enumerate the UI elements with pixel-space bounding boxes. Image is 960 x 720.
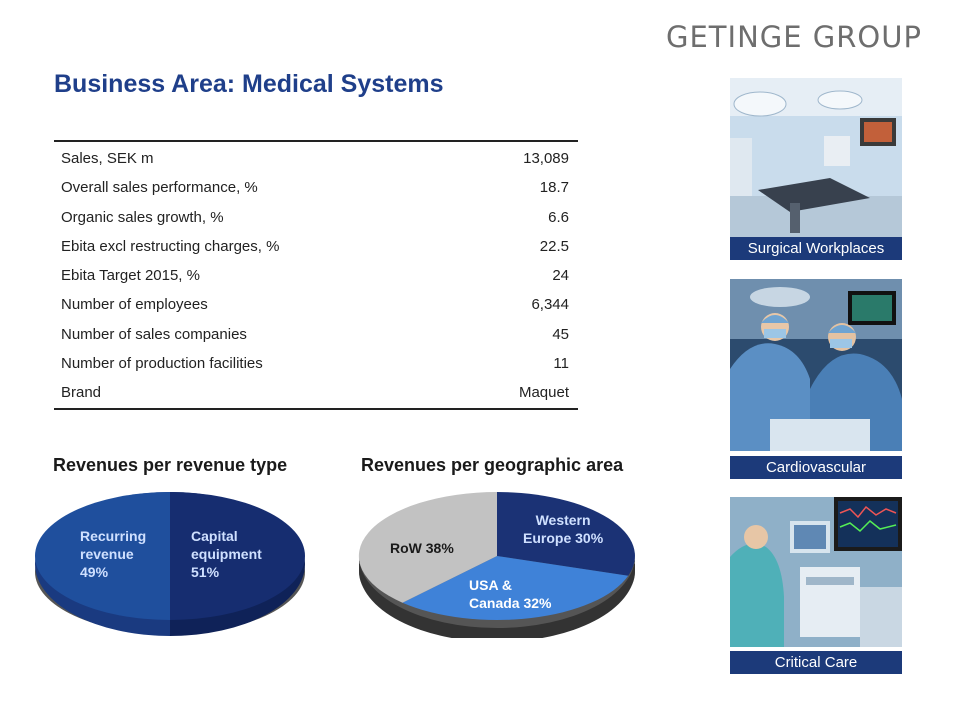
row-label: Ebita excl restructing charges, % bbox=[61, 237, 280, 255]
row-value: 11 bbox=[553, 355, 569, 373]
slice-label-western-europe: Western Europe 30% bbox=[523, 512, 604, 546]
company-logo: GETINGE GROUP bbox=[666, 20, 922, 54]
caption-cardiovascular: Cardiovascular bbox=[730, 456, 902, 479]
slice-western-europe bbox=[497, 492, 635, 576]
row-value: 18.7 bbox=[539, 179, 569, 197]
row-value: 6,344 bbox=[531, 296, 569, 314]
table-row: Sales, SEK m 13,089 bbox=[54, 144, 578, 173]
caption-critical-care: Critical Care bbox=[730, 651, 902, 674]
row-label: Sales, SEK m bbox=[61, 150, 154, 167]
table-row: Number of sales companies 45 bbox=[54, 320, 578, 349]
revenue-type-pie bbox=[35, 492, 305, 636]
icu-photo bbox=[730, 497, 902, 647]
row-value: 45 bbox=[552, 325, 569, 343]
row-value: 13,089 bbox=[523, 150, 569, 167]
table-row: Brand Maquet bbox=[54, 378, 578, 407]
row-value: 24 bbox=[552, 267, 569, 285]
operating-room-photo bbox=[730, 78, 902, 238]
page-title: Business Area: Medical Systems bbox=[54, 70, 444, 98]
row-label: Number of production facilities bbox=[61, 355, 263, 373]
slice-label-usa-canada: USA & Canada 32% bbox=[469, 577, 552, 611]
revenue-geo-heading: Revenues per geographic area bbox=[361, 455, 624, 475]
slice-capital bbox=[170, 492, 305, 620]
slice-recurring bbox=[35, 492, 170, 620]
table-row: Organic sales growth, % 6.6 bbox=[54, 203, 578, 232]
key-figures-table: Sales, SEK m 13,089 Overall sales perform… bbox=[54, 140, 578, 410]
row-label: Ebita Target 2015, % bbox=[61, 267, 200, 285]
row-label: Organic sales growth, % bbox=[61, 208, 224, 226]
row-value: 22.5 bbox=[539, 237, 569, 255]
slice-label-row: RoW 38% bbox=[390, 540, 454, 556]
slice-label-recurring: Recurring revenue 49% bbox=[80, 528, 147, 580]
table-row: Ebita excl restructing charges, % 22.5 bbox=[54, 232, 578, 261]
table-row: Number of production facilities 11 bbox=[54, 349, 578, 378]
slice-label-capital: Capital equipment 51% bbox=[191, 528, 262, 580]
table-row: Overall sales performance, % 18.7 bbox=[54, 173, 578, 202]
slice-usa-canada bbox=[402, 556, 629, 621]
surgeons-photo bbox=[730, 279, 902, 451]
row-label: Overall sales performance, % bbox=[61, 179, 258, 197]
row-label: Brand bbox=[61, 384, 102, 402]
row-value: Maquet bbox=[518, 384, 569, 402]
table-row: Ebita Target 2015, % 24 bbox=[54, 261, 578, 290]
row-label: Number of sales companies bbox=[61, 325, 247, 343]
revenue-type-heading: Revenues per revenue type bbox=[53, 455, 288, 475]
row-label: Number of employees bbox=[61, 296, 208, 314]
table-row: Number of employees 6,344 bbox=[54, 290, 578, 319]
slice-row bbox=[358, 491, 497, 603]
revenue-geo-pie bbox=[358, 491, 635, 638]
row-value: 6.6 bbox=[548, 208, 569, 226]
caption-surgical-workplaces: Surgical Workplaces bbox=[730, 237, 902, 260]
